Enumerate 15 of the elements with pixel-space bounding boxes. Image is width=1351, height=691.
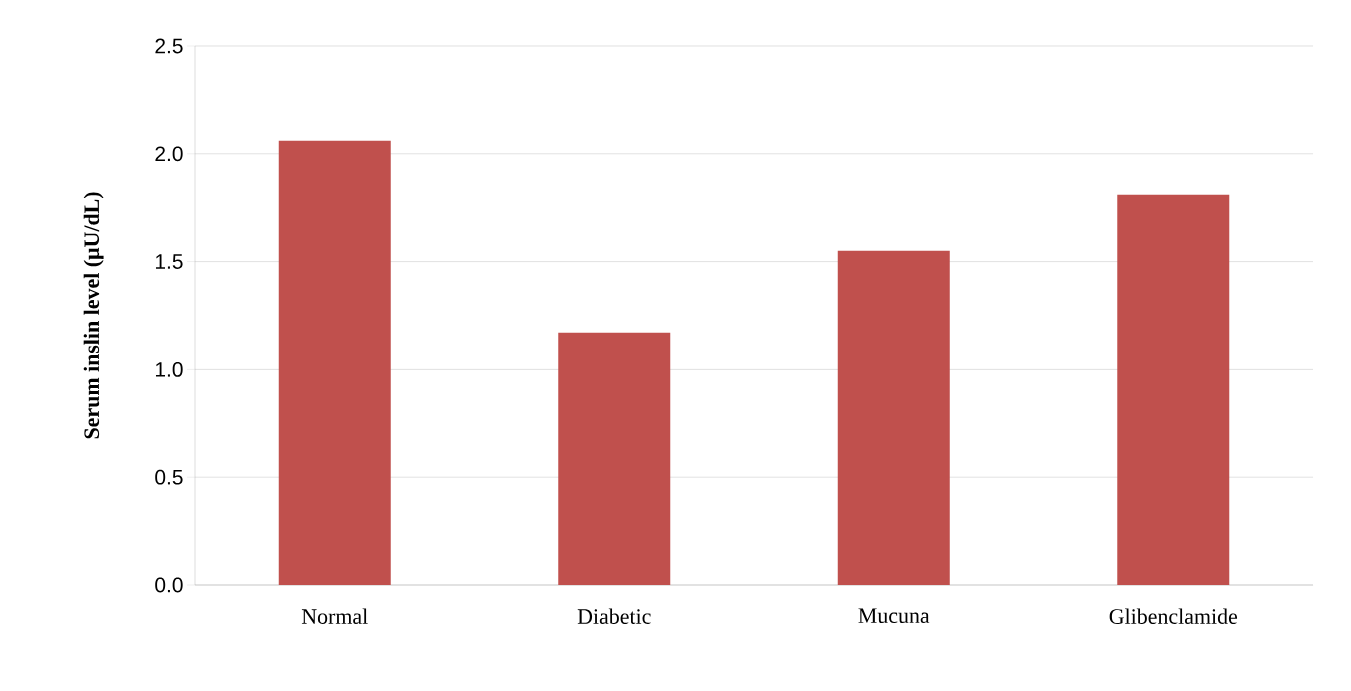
y-tick-label: 2.0: [155, 146, 183, 162]
x-tick-label: Glibenclamide: [1109, 608, 1238, 624]
y-tick-label: 0.5: [155, 469, 183, 485]
y-axis-title: Serum inslin level (μU/dL): [83, 192, 104, 439]
bar: [278, 140, 391, 585]
y-tick-label: 1.5: [155, 254, 183, 269]
bar: [837, 250, 950, 585]
x-tick-label: Mucuna: [858, 608, 930, 624]
x-tick-label: Normal: [301, 608, 368, 624]
bar: [1117, 194, 1230, 585]
bar: [558, 332, 671, 585]
y-tick-label: 1.0: [155, 361, 183, 377]
y-tick-label: 0.0: [155, 577, 183, 593]
y-tick-label: 2.5: [155, 38, 183, 54]
x-tick-label: Diabetic: [577, 608, 651, 624]
